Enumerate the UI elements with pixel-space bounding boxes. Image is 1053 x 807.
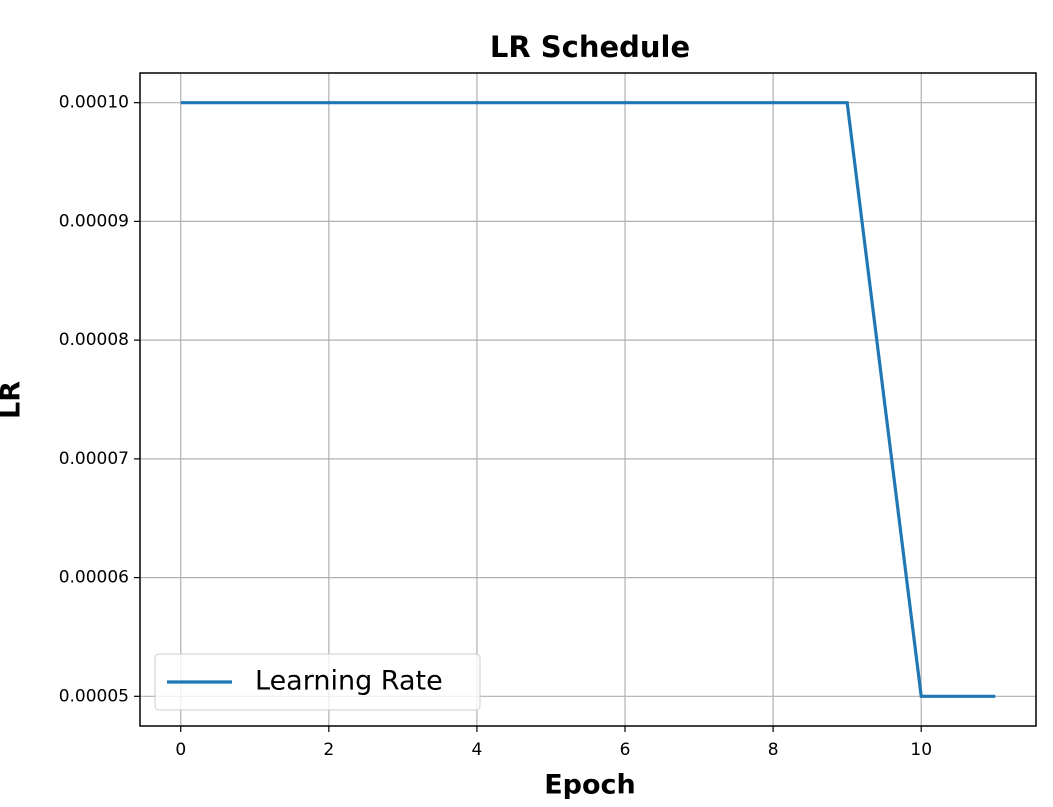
- y-tick-label: 0.00010: [59, 93, 129, 113]
- y-tick-label: 0.00005: [59, 686, 129, 706]
- x-tick-label: 0: [175, 740, 186, 760]
- x-axis-label: Epoch: [544, 770, 636, 801]
- y-tick-label: 0.00006: [59, 568, 129, 588]
- plot-frame: [139, 72, 1037, 727]
- legend-label: Learning Rate: [255, 666, 443, 697]
- x-tick-label: 6: [620, 740, 631, 760]
- y-tick-label: 0.00008: [59, 330, 129, 350]
- x-tick-label: 2: [323, 740, 334, 760]
- y-tick-label: 0.00009: [59, 211, 129, 231]
- x-tick-label: 8: [768, 740, 779, 760]
- x-tick-label: 4: [472, 740, 483, 760]
- chart-title: LR Schedule: [490, 30, 690, 64]
- legend: Learning Rate: [154, 653, 481, 711]
- y-axis-label: LR: [0, 381, 27, 419]
- line: [180, 101, 996, 698]
- y-tick-label: 0.00007: [59, 449, 129, 469]
- legend-box: [154, 653, 481, 711]
- x-tick-label: 10: [910, 740, 932, 760]
